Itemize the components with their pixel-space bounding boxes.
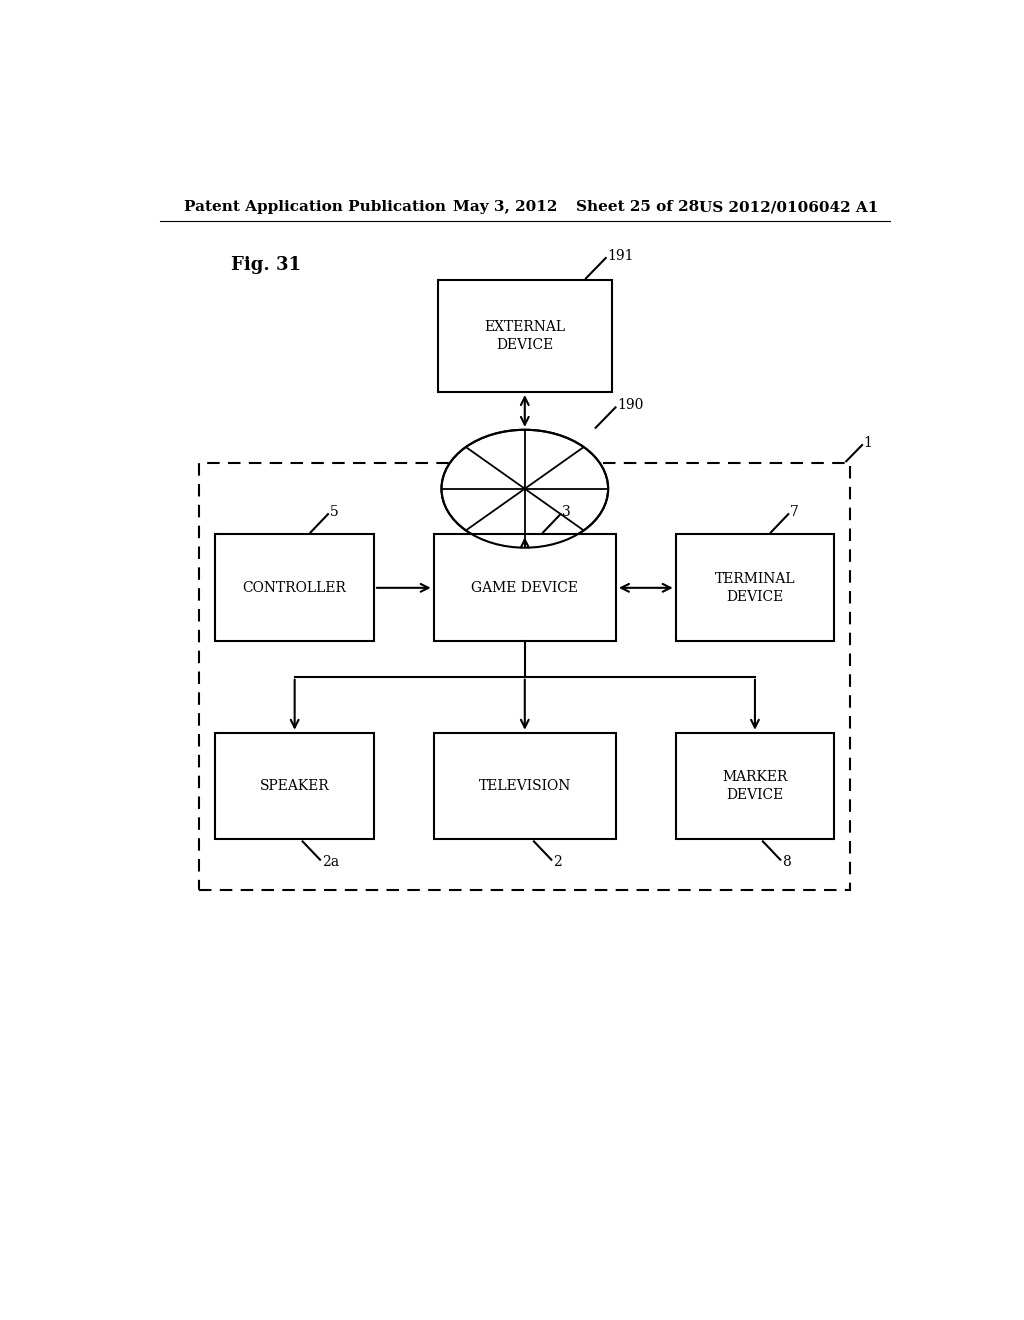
Bar <box>676 733 835 840</box>
Bar <box>215 733 374 840</box>
Ellipse shape <box>441 430 608 548</box>
Text: Sheet 25 of 28: Sheet 25 of 28 <box>577 201 699 214</box>
Text: TERMINAL
DEVICE: TERMINAL DEVICE <box>715 572 796 605</box>
Text: Fig. 31: Fig. 31 <box>231 256 301 275</box>
Text: 3: 3 <box>562 506 570 519</box>
Text: TELEVISION: TELEVISION <box>478 779 571 793</box>
Text: CONTROLLER: CONTROLLER <box>243 581 346 595</box>
Text: May 3, 2012: May 3, 2012 <box>454 201 558 214</box>
Text: US 2012/0106042 A1: US 2012/0106042 A1 <box>699 201 879 214</box>
Text: 2a: 2a <box>322 855 339 869</box>
Bar <box>676 535 835 642</box>
Text: 7: 7 <box>790 506 799 519</box>
Bar <box>215 535 374 642</box>
Bar <box>200 463 850 890</box>
Text: MARKER
DEVICE: MARKER DEVICE <box>722 770 787 803</box>
Text: 1: 1 <box>863 436 872 450</box>
Text: GAME DEVICE: GAME DEVICE <box>471 581 579 595</box>
Bar <box>437 280 612 392</box>
Text: 190: 190 <box>617 399 643 412</box>
Bar <box>433 733 616 840</box>
Text: 5: 5 <box>330 506 338 519</box>
Text: 2: 2 <box>553 855 562 869</box>
Text: 191: 191 <box>607 249 634 263</box>
Text: SPEAKER: SPEAKER <box>260 779 330 793</box>
Text: 8: 8 <box>782 855 791 869</box>
Bar <box>433 535 616 642</box>
Text: EXTERNAL
DEVICE: EXTERNAL DEVICE <box>484 319 565 352</box>
Text: Patent Application Publication: Patent Application Publication <box>183 201 445 214</box>
